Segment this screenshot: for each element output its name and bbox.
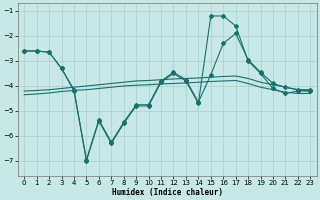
X-axis label: Humidex (Indice chaleur): Humidex (Indice chaleur): [112, 188, 223, 197]
